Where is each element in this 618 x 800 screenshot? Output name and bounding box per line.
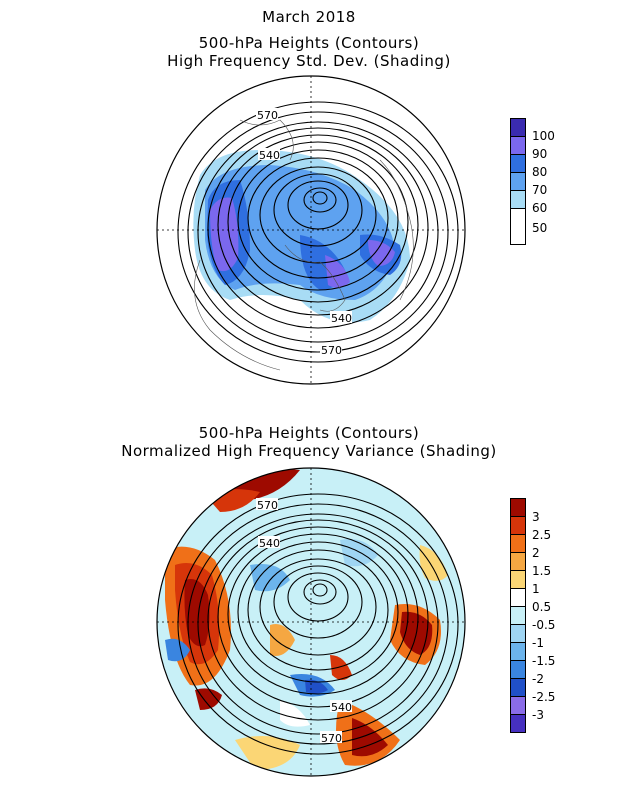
colorbar-label: 2 xyxy=(532,546,540,560)
colorbar-swatch xyxy=(510,714,526,733)
colorbar-swatch xyxy=(510,552,526,571)
figure-title: March 2018 xyxy=(262,8,356,26)
colorbar-label: 60 xyxy=(532,201,548,215)
colorbar-swatch xyxy=(510,624,526,643)
contour-label-540: 540 xyxy=(259,149,280,162)
colorbar-swatch xyxy=(510,588,526,607)
colorbar-swatch xyxy=(510,172,526,191)
colorbar-swatch xyxy=(510,660,526,679)
colorbar-label: -2 xyxy=(532,672,544,686)
colorbar-label: 80 xyxy=(532,165,548,179)
coastlines xyxy=(194,119,414,371)
colorbar-swatch xyxy=(510,642,526,661)
bottom-polar-map: 570 540 540 570 xyxy=(156,467,466,777)
colorbar-label: 0.5 xyxy=(532,600,552,614)
panel2-subtitle: Normalized High Frequency Variance (Shad… xyxy=(121,442,497,460)
colorbar-label: 50 xyxy=(532,221,548,235)
colorbar-swatch xyxy=(510,570,526,589)
colorbar-swatch xyxy=(510,534,526,553)
contour-label-570: 570 xyxy=(257,499,278,512)
colorbar-label: -2.5 xyxy=(532,690,556,704)
colorbar-swatch xyxy=(510,606,526,625)
colorbar-label: 70 xyxy=(532,183,548,197)
colorbar-label: -1 xyxy=(532,636,544,650)
panel1-subtitle: High Frequency Std. Dev. (Shading) xyxy=(167,52,451,70)
colorbar-swatch xyxy=(510,498,526,517)
colorbar-label: 1.5 xyxy=(532,564,552,578)
colorbar-swatch xyxy=(510,208,526,245)
colorbar-label: 1 xyxy=(532,582,540,596)
contour-label-540-south: 540 xyxy=(331,312,352,325)
colorbar-label: -3 xyxy=(532,708,544,722)
panel2-title: 500-hPa Heights (Contours) xyxy=(198,424,420,442)
colorbar-label: 100 xyxy=(532,129,555,143)
colorbar-label: 3 xyxy=(532,510,540,524)
contour-label-570: 570 xyxy=(257,109,278,122)
colorbar-std-dev: 100 90 80 70 60 50 xyxy=(510,118,570,248)
colorbar-variance: 3 2.5 2 1.5 1 0.5 -0.5 -1 -1.5 -2 -2.5 -… xyxy=(510,498,580,743)
colorbar-swatch xyxy=(510,136,526,155)
map-boundary xyxy=(156,75,466,385)
colorbar-swatch xyxy=(510,696,526,715)
contour-label-570-south: 570 xyxy=(321,732,342,745)
map-boundary xyxy=(156,467,466,777)
height-contours xyxy=(177,493,459,755)
colorbar-label: -1.5 xyxy=(532,654,556,668)
panel1-title: 500-hPa Heights (Contours) xyxy=(198,34,420,52)
colorbar-label: 2.5 xyxy=(532,528,552,542)
colorbar-swatch xyxy=(510,190,526,209)
contour-label-540: 540 xyxy=(259,537,280,550)
graticule xyxy=(157,468,465,776)
contour-label-570-south: 570 xyxy=(321,344,342,357)
colorbar-label: -0.5 xyxy=(532,618,556,632)
graticule xyxy=(157,76,465,384)
colorbar-label: 90 xyxy=(532,147,548,161)
colorbar-swatch xyxy=(510,154,526,173)
height-contours xyxy=(177,101,459,363)
colorbar-swatch xyxy=(510,516,526,535)
colorbar-swatch xyxy=(510,118,526,137)
top-polar-map: 570 540 540 570 xyxy=(156,75,466,385)
colorbar-swatch xyxy=(510,678,526,697)
contour-label-540-south: 540 xyxy=(331,701,352,714)
